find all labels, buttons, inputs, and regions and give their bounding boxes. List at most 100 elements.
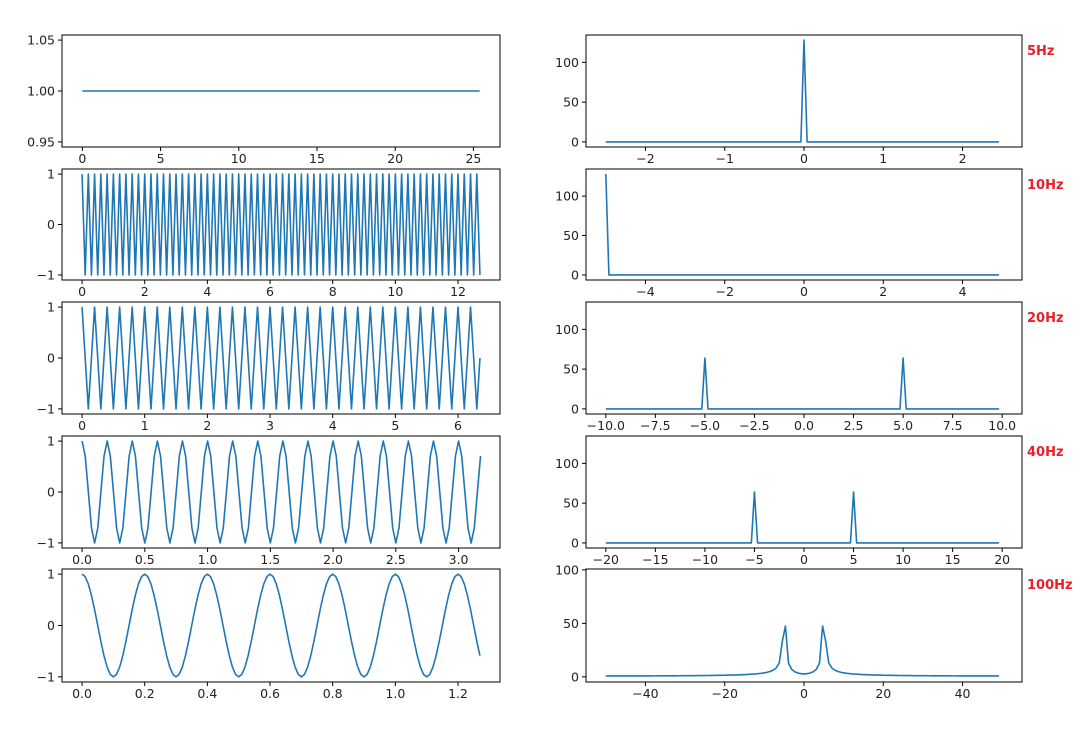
- y-tick-label: 1: [47, 434, 55, 449]
- series-line-time-20Hz: [81, 306, 481, 410]
- x-tick-label: −5: [745, 552, 763, 567]
- x-tick-label: 1: [141, 418, 149, 433]
- x-tick-label: 6: [454, 418, 462, 433]
- y-tick-label: 50: [563, 496, 579, 511]
- axes-frame-fft-40Hz: [585, 435, 1023, 549]
- y-tick-label: 0: [571, 267, 579, 282]
- y-tick-label: 0.95: [27, 134, 55, 149]
- x-tick-label: 0: [78, 418, 86, 433]
- axes-frame-fft-10Hz: [585, 168, 1023, 281]
- y-tick-label: 0: [47, 485, 55, 500]
- series-line-fft-5Hz: [605, 39, 1000, 143]
- y-tick-label: 100: [555, 55, 579, 70]
- x-tick-label: 2.5: [386, 552, 406, 567]
- series-line-fft-40Hz: [605, 491, 1000, 544]
- y-tick-label: 1: [47, 567, 55, 582]
- sample-rate-label: 10Hz: [1027, 178, 1064, 193]
- x-tick-label: 0.4: [197, 686, 217, 701]
- x-tick-label: 0: [800, 284, 808, 299]
- panel-time-100Hz: 0.0 0.2 0.4 0.6 0.8 1.0 1.2 −1 0 1: [37, 567, 501, 701]
- x-tick-label: 0.0: [794, 418, 814, 433]
- x-tick-label: 1: [879, 151, 887, 166]
- x-tick-label: 3.0: [449, 552, 469, 567]
- y-tick-label: 100: [555, 456, 579, 471]
- x-tick-label: 15: [309, 151, 325, 166]
- x-tick-label: 7.5: [943, 418, 963, 433]
- x-tick-label: 0.2: [135, 686, 155, 701]
- x-tick-label: 5.0: [893, 418, 913, 433]
- y-tick-label: 50: [563, 616, 579, 631]
- x-tick-label: 0.5: [135, 552, 155, 567]
- x-tick-label: −10: [692, 552, 718, 567]
- x-tick-label: 0: [78, 151, 86, 166]
- x-tick-label: 3: [266, 418, 274, 433]
- x-tick-label: 0: [800, 151, 808, 166]
- x-tick-label: −20: [593, 552, 619, 567]
- x-tick-label: 4: [329, 418, 337, 433]
- axes-frame-fft-100Hz: [585, 568, 1023, 683]
- series-line-time-100Hz: [81, 573, 481, 678]
- x-tick-label: 0.0: [72, 686, 92, 701]
- y-tick-label: 1.00: [27, 84, 55, 99]
- series-line-fft-20Hz: [605, 357, 1000, 410]
- panel-fft-40Hz: −20 −15 −10 −5 0 5 10 15 20 0 50 100 40Hz: [555, 435, 1064, 567]
- panel-fft-100Hz: −40 −20 0 20 40 0 50 100 100Hz: [555, 562, 1072, 701]
- x-tick-label: −1: [716, 151, 734, 166]
- x-tick-label: 6: [266, 284, 274, 299]
- x-tick-label: 5: [391, 418, 399, 433]
- x-tick-label: 40: [955, 686, 971, 701]
- series-line-time-40Hz: [81, 440, 482, 544]
- y-tick-label: 100: [555, 189, 579, 204]
- x-tick-label: 5: [850, 552, 858, 567]
- y-tick-label: 50: [563, 228, 579, 243]
- x-tick-label: 10: [387, 284, 403, 299]
- x-tick-label: 12: [450, 284, 466, 299]
- x-tick-label: −2: [716, 284, 734, 299]
- x-tick-label: −5.0: [690, 418, 720, 433]
- x-tick-label: −10.0: [587, 418, 625, 433]
- x-tick-label: 1.0: [385, 686, 405, 701]
- x-tick-label: −20: [712, 686, 738, 701]
- x-tick-label: 4: [959, 284, 967, 299]
- x-tick-label: 10: [231, 151, 247, 166]
- y-tick-label: −1: [37, 669, 55, 684]
- sample-rate-label: 5Hz: [1027, 44, 1055, 59]
- x-tick-label: 2: [203, 418, 211, 433]
- y-tick-label: 0: [47, 618, 55, 633]
- x-tick-label: 1.0: [198, 552, 218, 567]
- x-tick-label: 0: [800, 552, 808, 567]
- y-tick-label: 50: [563, 95, 579, 110]
- y-tick-label: 100: [555, 562, 579, 577]
- panel-fft-10Hz: −4 −2 0 2 4 0 50 100 10Hz: [555, 168, 1064, 299]
- x-tick-label: 8: [329, 284, 337, 299]
- axes-frame-fft-20Hz: [585, 301, 1023, 415]
- x-tick-label: 0.0: [72, 552, 92, 567]
- x-tick-label: −2.5: [739, 418, 769, 433]
- panel-time-40Hz: 0.0 0.5 1.0 1.5 2.0 2.5 3.0 −1 0 1: [37, 434, 501, 567]
- series-line-fft-10Hz: [605, 174, 1000, 276]
- x-tick-label: 2: [959, 151, 967, 166]
- x-tick-label: 1.2: [448, 686, 468, 701]
- panel-fft-20Hz: −10.0 −7.5 −5.0 −2.5 0.0 2.5 5.0 7.5 10.0 0 50 100 2…: [555, 301, 1064, 433]
- x-tick-label: 10.0: [988, 418, 1016, 433]
- y-tick-label: 0: [571, 669, 579, 684]
- panel-fft-5Hz: −2 −1 0 1 2 0 50 100 5Hz: [555, 34, 1055, 166]
- x-tick-label: 2: [141, 284, 149, 299]
- x-tick-label: 2.0: [323, 552, 343, 567]
- panel-time-20Hz: 0 1 2 3 4 5 6 −1 0 1: [37, 300, 501, 433]
- x-tick-label: 4: [203, 284, 211, 299]
- x-tick-label: −7.5: [640, 418, 670, 433]
- y-tick-label: 0: [571, 535, 579, 550]
- x-tick-label: −15: [642, 552, 668, 567]
- x-tick-label: 25: [465, 151, 481, 166]
- x-tick-label: 5: [157, 151, 165, 166]
- sample-rate-label: 20Hz: [1027, 311, 1064, 326]
- x-tick-label: 0: [78, 284, 86, 299]
- x-tick-label: 2.5: [844, 418, 864, 433]
- y-tick-label: 1: [47, 300, 55, 315]
- y-tick-label: 0: [571, 401, 579, 416]
- panel-time-5Hz: 0 5 10 15 20 25 0.95 1.00 1.05: [27, 33, 501, 166]
- x-tick-label: 10: [895, 552, 911, 567]
- sample-rate-label: 100Hz: [1027, 578, 1073, 593]
